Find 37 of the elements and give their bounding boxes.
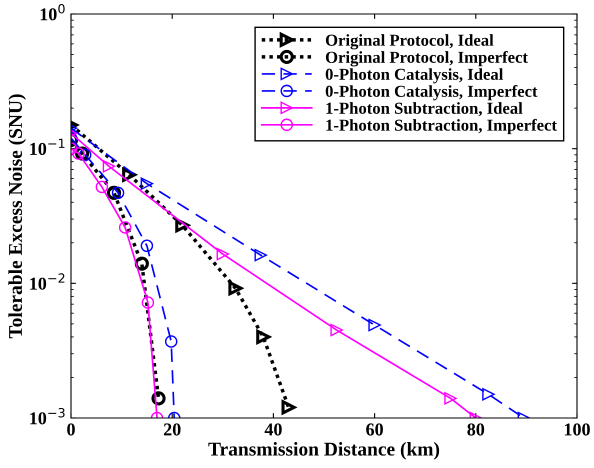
legend-label: Original Protocol, Ideal [326,34,494,50]
point [102,160,116,173]
y-tick-label: 10$^{0}$ [40,4,65,20]
point [444,392,457,405]
y-tick-label: 10$^{−2}$ [30,273,64,290]
point [482,388,495,401]
legend-label: 0-Photon Catalysis, Ideal [326,68,504,84]
point [164,335,178,348]
point [72,147,85,160]
y-axis-title: Tolerable Excess Noise (SNU) [8,94,26,338]
x-axis-title: Transmission Distance (km) [208,442,440,460]
point [96,180,108,194]
point [330,324,343,336]
x-tick-label: 20 [164,423,181,436]
point [142,296,154,309]
legend-label: Original Protocol, Imperfect [326,51,528,66]
x-tick-label: 40 [264,423,282,436]
legend-label: 1-Photon Subtraction, Imperfect [326,118,557,134]
point [118,221,132,234]
point [112,186,124,200]
x-tick-label: 80 [467,423,484,436]
x-tick-label: 0 [67,423,75,436]
point [216,248,230,260]
x-tick-label: 60 [366,423,383,436]
point [78,148,92,162]
x-tick-label: 100 [564,423,590,436]
point [368,318,381,332]
legend-label: 1-Photon Subtraction, Ideal [326,102,523,116]
point [256,330,270,344]
point [281,400,296,414]
y-tick-label: 10$^{−1}$ [30,138,64,156]
point [228,281,243,296]
legend-label: 0-Photon Catalysis, Imperfect [326,85,538,100]
point [254,248,267,262]
y-tick-label: 10$^{−3}$ [30,408,65,424]
point [140,240,154,252]
point [140,177,154,190]
